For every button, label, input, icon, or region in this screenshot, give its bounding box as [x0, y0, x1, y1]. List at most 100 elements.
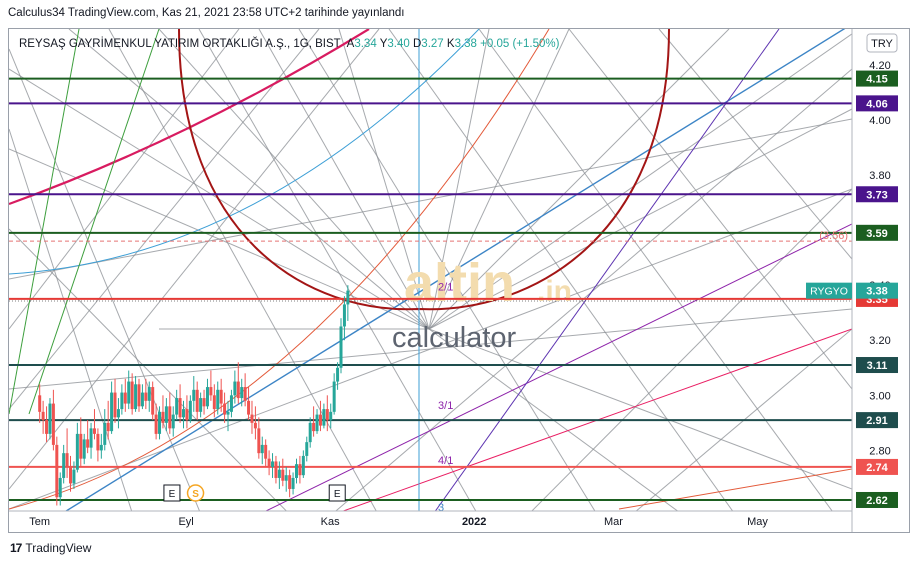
candle-body: [346, 290, 350, 305]
price-tag-label: 3.11: [867, 360, 888, 372]
candle-body: [103, 422, 107, 445]
x-tick-label: Mar: [604, 516, 623, 528]
candle-body: [339, 326, 343, 368]
fan-line: [68, 29, 430, 330]
x-tick-label: May: [747, 516, 768, 528]
last-price-label: 3.38: [866, 286, 887, 298]
candle-body: [75, 433, 79, 470]
candlesticks: [38, 285, 350, 506]
footer: 17 TradingView: [10, 541, 91, 555]
price-tag-label: 3.73: [866, 189, 887, 201]
price-tag-label: 4.15: [866, 74, 887, 86]
candle-body: [89, 428, 93, 448]
fan-line: [335, 68, 852, 511]
candle-body: [45, 420, 49, 434]
price-tag-label: 2.91: [866, 415, 887, 427]
candle-body: [151, 387, 155, 415]
fan-line: [9, 48, 201, 511]
candle-body: [96, 433, 100, 451]
earnings-marker-label: E: [169, 489, 176, 500]
fan-line: [428, 328, 852, 490]
fan-ratio-label: 3: [438, 502, 444, 514]
fan-line: [568, 29, 852, 390]
watermark-subtitle: calculator: [392, 322, 516, 354]
fan-ratio-label: 4/1: [438, 455, 453, 467]
fan-line: [658, 29, 852, 260]
fan-line: [9, 118, 852, 280]
candle-body: [144, 392, 148, 401]
watermark-brand-suffix: .in: [537, 275, 572, 308]
purple-fan-line: [264, 223, 852, 511]
price-tags[interactable]: 4.154.063.733.593.353.112.912.742.623.38…: [806, 70, 898, 508]
chart-svg[interactable]: altin .in calculator (3.56) 2/1 3/1 4/1 3 4…: [9, 29, 910, 533]
price-tag-label: 2.74: [866, 462, 888, 474]
purple-fan-line: [434, 29, 780, 511]
candle-body: [243, 387, 247, 401]
fan-line: [388, 29, 734, 511]
candle-body: [240, 387, 244, 399]
candle-body: [113, 392, 117, 418]
candle-body: [216, 389, 220, 410]
fan-line: [9, 188, 852, 510]
price-tag: [856, 186, 898, 203]
candle-body: [92, 428, 96, 434]
candle-body: [223, 403, 227, 415]
fan-line: [428, 108, 852, 330]
y-tick-label: 3.20: [869, 335, 890, 347]
candle-body: [277, 469, 281, 478]
candle-body: [288, 475, 292, 489]
candle-body: [318, 414, 322, 426]
price-tag-label: 3.59: [866, 228, 887, 240]
footer-brand[interactable]: TradingView: [25, 541, 92, 555]
fan-line: [531, 188, 852, 511]
candle-body: [284, 475, 288, 481]
fan-ratio-label: 3/1: [438, 400, 453, 412]
horizontal-levels[interactable]: (3.56): [9, 77, 852, 501]
trend-line-blue: [64, 29, 846, 511]
candle-body: [168, 406, 172, 429]
price-tag: [856, 95, 898, 112]
candle-body: [315, 414, 319, 432]
candle-body: [260, 444, 264, 454]
split-marker: [186, 484, 205, 502]
candle-body: [182, 409, 186, 418]
orange-curve: [9, 29, 550, 510]
price-tag: [856, 70, 898, 87]
fan-line: [9, 29, 240, 330]
candle-body: [120, 392, 124, 410]
dashed-level-label: (3.56): [819, 230, 848, 242]
price-tag: [856, 357, 898, 374]
orange-fan-line: [618, 468, 852, 510]
last-price-tag: [856, 282, 898, 299]
candle-body: [264, 444, 268, 459]
candle-body: [195, 389, 199, 412]
price-tag-label: 4.06: [866, 98, 887, 110]
tradingview-logo-icon: 17: [10, 541, 22, 555]
candle-body: [137, 384, 141, 407]
x-tick-label: Kas: [321, 516, 340, 528]
candle-body: [236, 381, 240, 399]
candle-body: [116, 409, 120, 418]
magenta-curve: [9, 29, 370, 206]
candle-body: [106, 422, 110, 432]
candle-body: [123, 392, 127, 404]
candle-body: [154, 414, 158, 434]
candle-body: [291, 477, 295, 489]
green-line: [9, 29, 80, 415]
symbol-tag: [806, 282, 852, 299]
candle-body: [188, 400, 192, 421]
candle-body: [325, 409, 329, 421]
candle-body: [253, 422, 257, 429]
fan-line: [298, 29, 596, 511]
fan-line: [635, 328, 852, 511]
candle-body: [298, 464, 302, 476]
candle-body: [175, 398, 179, 415]
candle-body: [271, 461, 275, 467]
candle-body: [158, 411, 162, 434]
chart-area[interactable]: altin .in calculator (3.56) 2/1 3/1 4/1 3 4…: [8, 28, 910, 533]
currency-badge[interactable]: TRY: [866, 33, 898, 53]
axes: [9, 29, 853, 532]
candle-body: [110, 392, 114, 432]
fan-line: [198, 29, 477, 511]
